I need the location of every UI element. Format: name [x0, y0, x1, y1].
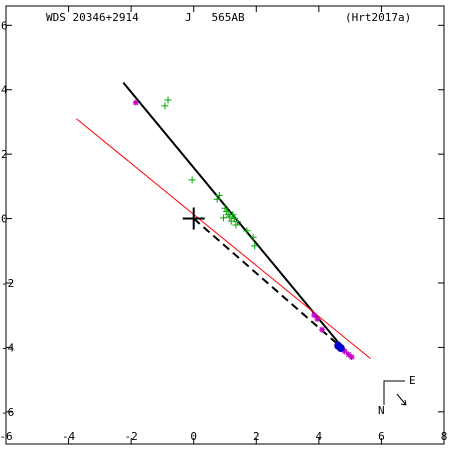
asterisk-point	[341, 348, 348, 355]
plus-point	[188, 176, 196, 184]
asterisk-point	[311, 312, 318, 319]
primary-cross	[182, 207, 205, 230]
compass: E N	[378, 374, 416, 417]
plot-frame	[5, 5, 445, 445]
x-tick-label: -2	[125, 430, 138, 443]
plus-point	[234, 218, 242, 226]
y-tick-label: 6	[1, 19, 8, 32]
header-component: J 565AB	[185, 11, 245, 24]
plus-point	[164, 96, 172, 104]
y-tick-label: -6	[1, 406, 14, 419]
header-reference: (Hrt2017a)	[345, 11, 411, 24]
primary-star-marker	[182, 207, 205, 230]
red-line	[76, 118, 371, 360]
dot-point	[336, 344, 345, 353]
y-tick-label: 0	[1, 213, 8, 226]
axis-ticks: -6 -4 -2 0 2 4 6 8 6 4 2 0 -2 -4 -6	[0, 6, 447, 444]
compass-north-label: N	[378, 404, 385, 417]
asterisk-point	[314, 316, 321, 323]
asterisk-point	[348, 354, 355, 361]
asterisk-point	[345, 351, 352, 358]
plus-point	[223, 207, 231, 215]
plus-point	[213, 195, 221, 203]
x-tick-label: 2	[253, 430, 260, 443]
compass-arrow	[396, 393, 407, 406]
plus-point	[215, 191, 223, 199]
asterisk-point	[132, 99, 139, 106]
plus-point	[161, 102, 169, 110]
x-tick-label: -6	[0, 430, 13, 443]
plus-point	[221, 204, 229, 212]
plus-point	[243, 227, 251, 235]
asterisk-point	[318, 326, 325, 333]
plus-point	[226, 213, 234, 221]
plus-point	[230, 215, 238, 223]
compass-east-label: E	[409, 374, 416, 387]
x-tick-label: 8	[441, 430, 448, 443]
plus-point	[251, 242, 259, 250]
plus-point	[219, 214, 227, 222]
x-tick-label: 6	[378, 430, 385, 443]
y-tick-label: 4	[1, 84, 8, 97]
plus-point	[232, 221, 240, 229]
y-tick-label: 2	[1, 148, 8, 161]
y-tick-label: -2	[1, 277, 14, 290]
y-tick-label: -4	[1, 341, 15, 354]
dashed-line	[193, 217, 343, 349]
header-wds-id: WDS 20346+2914	[46, 11, 139, 24]
x-tick-label: 0	[190, 430, 197, 443]
compass-axes	[383, 380, 405, 405]
x-tick-label: 4	[316, 430, 323, 443]
x-tick-label: -4	[62, 430, 76, 443]
plus-point	[249, 233, 257, 241]
data-points	[132, 96, 355, 361]
